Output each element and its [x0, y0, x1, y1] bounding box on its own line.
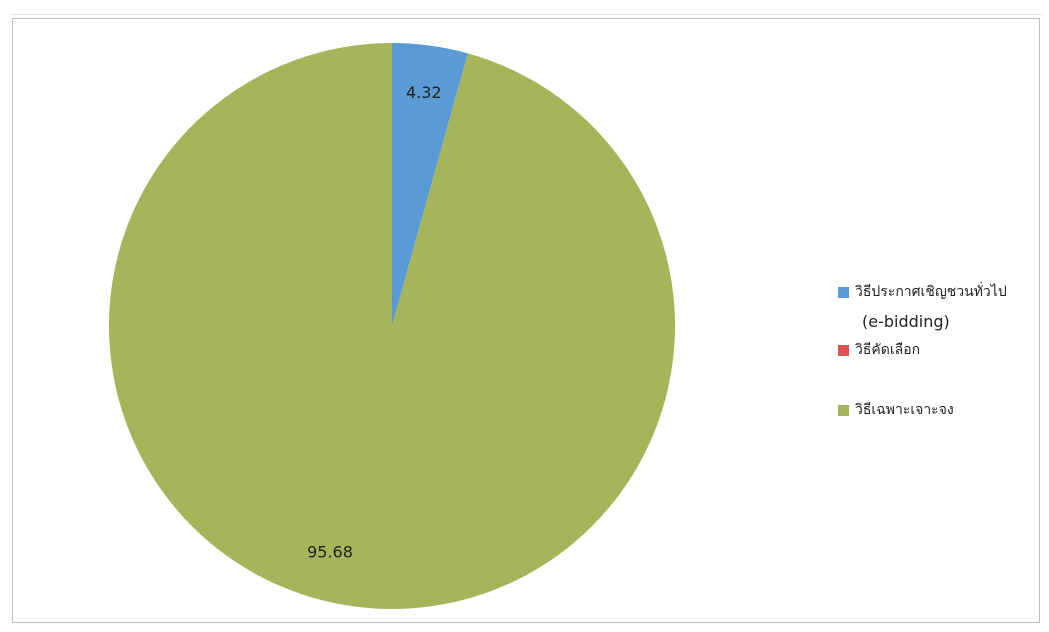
- legend-item-ebidding: วิธีประกาศเชิญชวนทั่วไป: [838, 282, 1038, 302]
- pie-slice-specific: [108, 43, 676, 610]
- pie-slices: [108, 43, 676, 610]
- legend-label-specific: วิธีเฉพาะเจาะจง: [855, 402, 954, 418]
- pie-slice-ebidding: [392, 43, 468, 326]
- legend-sublabel-ebidding: (e-bidding): [862, 312, 950, 331]
- legend: วิธีประกาศเชิญชวนทั่วไป (e-bidding) วิธี…: [838, 282, 1038, 418]
- legend-swatch-specific: [838, 405, 849, 416]
- legend-swatch-selection: [838, 345, 849, 356]
- legend-label-ebidding: วิธีประกาศเชิญชวนทั่วไป: [855, 284, 1007, 300]
- legend-label-selection: วิธีคัดเลือก: [855, 342, 921, 358]
- pie-data-labels: 4.32 95.68: [307, 83, 441, 562]
- data-label-ebidding: 4.32: [406, 83, 442, 102]
- top-rule: [10, 14, 1042, 15]
- legend-swatch-ebidding: [838, 287, 849, 298]
- data-label-specific: 95.68: [307, 543, 353, 562]
